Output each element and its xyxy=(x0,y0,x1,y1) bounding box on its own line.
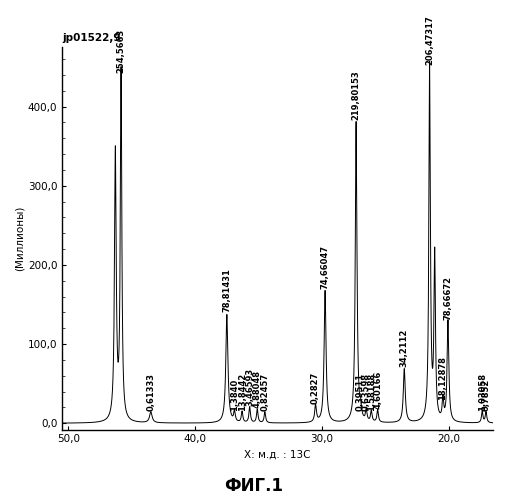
Text: 0,7852: 0,7852 xyxy=(482,378,491,410)
Text: 3,46593: 3,46593 xyxy=(245,368,254,406)
Text: 34,2112: 34,2112 xyxy=(400,328,409,367)
Text: 0,61333: 0,61333 xyxy=(146,372,155,410)
Text: 1,58188: 1,58188 xyxy=(367,372,376,410)
Y-axis label: (Миллионы): (Миллионы) xyxy=(15,206,25,271)
Text: 78,81431: 78,81431 xyxy=(223,268,231,312)
Text: 4,88048: 4,88048 xyxy=(253,370,262,408)
Text: 1,3840: 1,3840 xyxy=(230,378,239,410)
Text: 74,66047: 74,66047 xyxy=(321,244,330,288)
Text: 18,12878: 18,12878 xyxy=(438,356,448,400)
Text: 206,47317: 206,47317 xyxy=(425,15,434,64)
Text: 0,39511: 0,39511 xyxy=(356,372,365,410)
Text: 254,5663: 254,5663 xyxy=(116,29,125,74)
Text: jp01522,9: jp01522,9 xyxy=(62,34,120,43)
Text: 1,03058: 1,03058 xyxy=(478,372,487,410)
Text: 0,82457: 0,82457 xyxy=(261,372,269,410)
Text: 219,80153: 219,80153 xyxy=(352,70,361,120)
Text: 78,66672: 78,66672 xyxy=(443,276,453,320)
Text: 0,63598: 0,63598 xyxy=(362,372,371,410)
X-axis label: X: м.д. : 13С: X: м.д. : 13С xyxy=(244,450,311,460)
Text: 4,60166: 4,60166 xyxy=(373,370,382,409)
Text: 13,8442: 13,8442 xyxy=(238,372,246,410)
Text: ФИГ.1: ФИГ.1 xyxy=(225,477,283,495)
Text: 0,2827: 0,2827 xyxy=(311,372,320,404)
